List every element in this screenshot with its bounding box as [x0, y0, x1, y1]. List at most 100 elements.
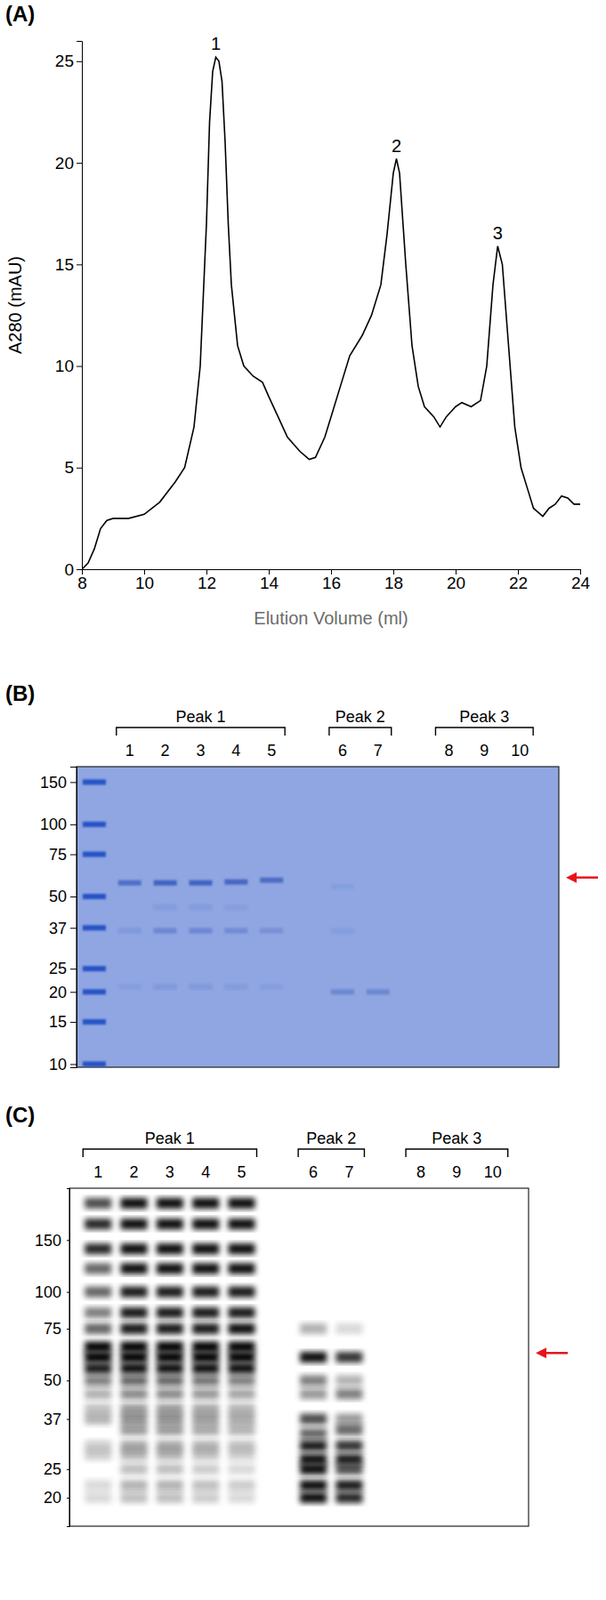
band: [228, 1364, 256, 1375]
lane-label: 9: [452, 1163, 461, 1182]
tick-mark: [66, 1381, 70, 1382]
tick-mark: [70, 928, 77, 930]
arrow-shaft: [574, 876, 598, 880]
band: [192, 1244, 219, 1255]
band: [121, 1308, 148, 1319]
band: [84, 1341, 112, 1353]
tick: 15: [55, 255, 82, 275]
band: [84, 1375, 112, 1387]
axis: 1501007550372520: [34, 1189, 71, 1528]
tick: 100: [40, 816, 77, 834]
band: [156, 1263, 184, 1275]
band: [121, 1414, 148, 1425]
lane-label: 2: [129, 1163, 139, 1182]
band: [224, 928, 248, 934]
axis: 0510152025: [55, 41, 83, 580]
band: [299, 1493, 327, 1504]
panel-1: (B)15010075503725201510Peak 1Peak 2Peak …: [5, 681, 598, 1075]
panel-2: (C)1501007550372520Peak 1Peak 2Peak 3123…: [5, 1103, 568, 1528]
tick: 0: [64, 560, 82, 580]
tick: 15: [48, 1013, 77, 1032]
band: [335, 1464, 363, 1476]
tick: 25: [55, 51, 82, 71]
tick-mark: [70, 969, 77, 970]
band: [121, 1480, 148, 1492]
band: [188, 985, 212, 991]
band: [156, 1414, 184, 1425]
tick-label: 20: [55, 153, 74, 173]
ladder-band: [82, 894, 106, 900]
band: [335, 1454, 363, 1466]
tick-mark: [66, 1419, 70, 1421]
band: [299, 1324, 327, 1335]
band: [156, 1198, 184, 1210]
tick-mark: [66, 1240, 70, 1242]
band: [228, 1480, 256, 1492]
band: [228, 1198, 256, 1210]
band: [228, 1219, 256, 1230]
band: [156, 1464, 184, 1476]
lane-label: 2: [161, 742, 170, 760]
ladder-band: [82, 989, 106, 995]
band: [331, 928, 355, 934]
ladder-band: [82, 1019, 106, 1026]
lane-label: 10: [510, 742, 529, 760]
band: [84, 1352, 112, 1364]
tick-mark: [66, 1292, 70, 1294]
axis-line: [70, 767, 78, 1069]
band: [121, 1287, 148, 1299]
tick-label: 8: [77, 573, 88, 593]
band: [84, 1244, 112, 1255]
band: [156, 1341, 184, 1353]
tick-label: 75: [48, 846, 67, 865]
band: [228, 1287, 256, 1299]
group-label: Peak 2: [306, 1130, 356, 1148]
lane-label: 4: [231, 742, 241, 760]
tick-label: 150: [40, 774, 67, 792]
band: [156, 1324, 184, 1335]
band: [156, 1493, 184, 1504]
band: [84, 1480, 112, 1492]
tick: 8: [77, 569, 88, 593]
band: [228, 1493, 256, 1504]
tick-label: 24: [571, 573, 591, 593]
tick-label: 10: [135, 573, 154, 593]
tick: 20: [55, 153, 82, 173]
tick: 75: [43, 1320, 70, 1339]
lane-label: 6: [308, 1163, 318, 1182]
band: [118, 985, 142, 991]
plot-area: [82, 779, 390, 1067]
band: [84, 1287, 112, 1299]
tick: 150: [34, 1232, 70, 1251]
panel-a: (A)810121416182022240510152025123Elution…: [5, 1, 590, 629]
panel-label: (A): [5, 1, 35, 26]
band: [121, 1219, 148, 1230]
tick-mark: [76, 569, 82, 571]
gel: [76, 767, 559, 1068]
band: [299, 1454, 327, 1466]
band: [153, 928, 178, 934]
y-axis-title: A280 (mAU): [5, 256, 25, 355]
tick: 16: [322, 569, 341, 593]
band: [259, 985, 283, 991]
ladder-band: [82, 925, 106, 931]
peak-label: 1: [210, 33, 221, 54]
tick: 50: [43, 1372, 70, 1390]
band: [121, 1389, 148, 1400]
peak-label: 3: [492, 223, 503, 243]
panel-label: (C): [5, 1103, 35, 1128]
lane-label: 5: [236, 1163, 246, 1182]
plot-area: [84, 1198, 363, 1504]
lane-label: 4: [201, 1163, 211, 1182]
band: [228, 1352, 256, 1364]
tick-label: 12: [197, 573, 217, 593]
tick: 37: [48, 920, 77, 938]
tick-label: 75: [43, 1320, 62, 1339]
band: [156, 1244, 184, 1255]
lane-label: 3: [165, 1163, 175, 1182]
tick: 25: [43, 1461, 70, 1479]
tick: 150: [40, 774, 77, 792]
band: [192, 1404, 219, 1415]
band: [121, 1352, 148, 1364]
tick: 20: [48, 984, 77, 1002]
